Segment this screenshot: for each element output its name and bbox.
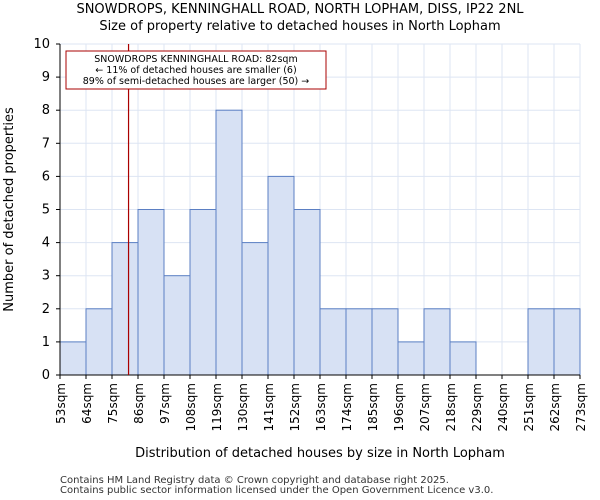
y-tick-label: 5 bbox=[42, 203, 50, 218]
histogram-bar bbox=[137, 209, 165, 376]
histogram-bar bbox=[241, 242, 269, 376]
histogram-bar bbox=[215, 109, 243, 376]
histogram-bar bbox=[163, 275, 191, 376]
x-tick-label: 273sqm bbox=[574, 383, 588, 431]
histogram-bar bbox=[319, 308, 347, 376]
x-tick-label: 207sqm bbox=[418, 383, 432, 431]
histogram-bar bbox=[111, 242, 139, 376]
histogram-bar bbox=[345, 308, 373, 376]
x-tick-label: 119sqm bbox=[210, 383, 224, 431]
x-axis-title: Distribution of detached houses by size … bbox=[135, 446, 505, 461]
histogram-bar bbox=[267, 175, 295, 376]
x-tick-label: 64sqm bbox=[80, 383, 94, 424]
x-tick-label: 196sqm bbox=[392, 383, 406, 431]
histogram-bar bbox=[397, 341, 425, 376]
y-tick-label: 8 bbox=[42, 103, 50, 118]
y-tick-label: 7 bbox=[42, 136, 50, 151]
y-tick-label: 0 bbox=[42, 368, 50, 383]
histogram-bar bbox=[423, 308, 451, 376]
x-tick-label: 163sqm bbox=[314, 383, 328, 431]
histogram-bar bbox=[527, 308, 555, 376]
x-tick-label: 97sqm bbox=[158, 383, 172, 424]
x-tick-label: 229sqm bbox=[470, 383, 484, 431]
y-tick-label: 6 bbox=[42, 169, 50, 184]
footer-line-2: Contains public sector information licen… bbox=[60, 485, 494, 496]
annotation-line: SNOWDROPS KENNINGHALL ROAD: 82sqm bbox=[94, 54, 297, 65]
y-tick-label: 1 bbox=[42, 335, 50, 350]
y-tick-label: 2 bbox=[42, 302, 50, 317]
chart-subtitle: Size of property relative to detached ho… bbox=[99, 19, 501, 34]
x-tick-label: 251sqm bbox=[522, 383, 536, 431]
histogram-bar bbox=[553, 308, 581, 376]
chart-title: SNOWDROPS, KENNINGHALL ROAD, NORTH LOPHA… bbox=[76, 2, 524, 17]
y-axis-title: Number of detached properties bbox=[2, 107, 17, 312]
x-tick-label: 152sqm bbox=[288, 383, 302, 431]
annotation-line: 89% of semi-detached houses are larger (… bbox=[83, 76, 310, 87]
x-tick-label: 218sqm bbox=[444, 383, 458, 431]
annotation-box bbox=[65, 50, 327, 90]
histogram-bar bbox=[371, 308, 399, 376]
x-tick-label: 185sqm bbox=[366, 383, 380, 431]
y-tick-label: 10 bbox=[33, 37, 50, 52]
x-tick-label: 108sqm bbox=[184, 383, 198, 431]
x-tick-label: 86sqm bbox=[132, 383, 146, 424]
x-tick-label: 240sqm bbox=[496, 383, 510, 431]
histogram-bar bbox=[293, 209, 321, 376]
y-tick-label: 3 bbox=[42, 269, 50, 284]
histogram-bar bbox=[59, 341, 87, 376]
footer-line-1: Contains HM Land Registry data © Crown c… bbox=[60, 475, 449, 486]
x-tick-label: 262sqm bbox=[548, 383, 562, 431]
histogram-bar bbox=[189, 209, 217, 376]
histogram-bar bbox=[85, 308, 113, 376]
y-tick-label: 4 bbox=[42, 236, 50, 251]
x-tick-label: 53sqm bbox=[54, 383, 68, 424]
x-tick-label: 75sqm bbox=[106, 383, 120, 424]
annotation-line: ← 11% of detached houses are smaller (6) bbox=[95, 65, 296, 76]
x-tick-label: 141sqm bbox=[262, 383, 276, 431]
y-tick-label: 9 bbox=[42, 70, 50, 85]
x-tick-label: 130sqm bbox=[236, 383, 250, 431]
x-tick-label: 174sqm bbox=[340, 383, 354, 431]
histogram-bar bbox=[449, 341, 477, 376]
